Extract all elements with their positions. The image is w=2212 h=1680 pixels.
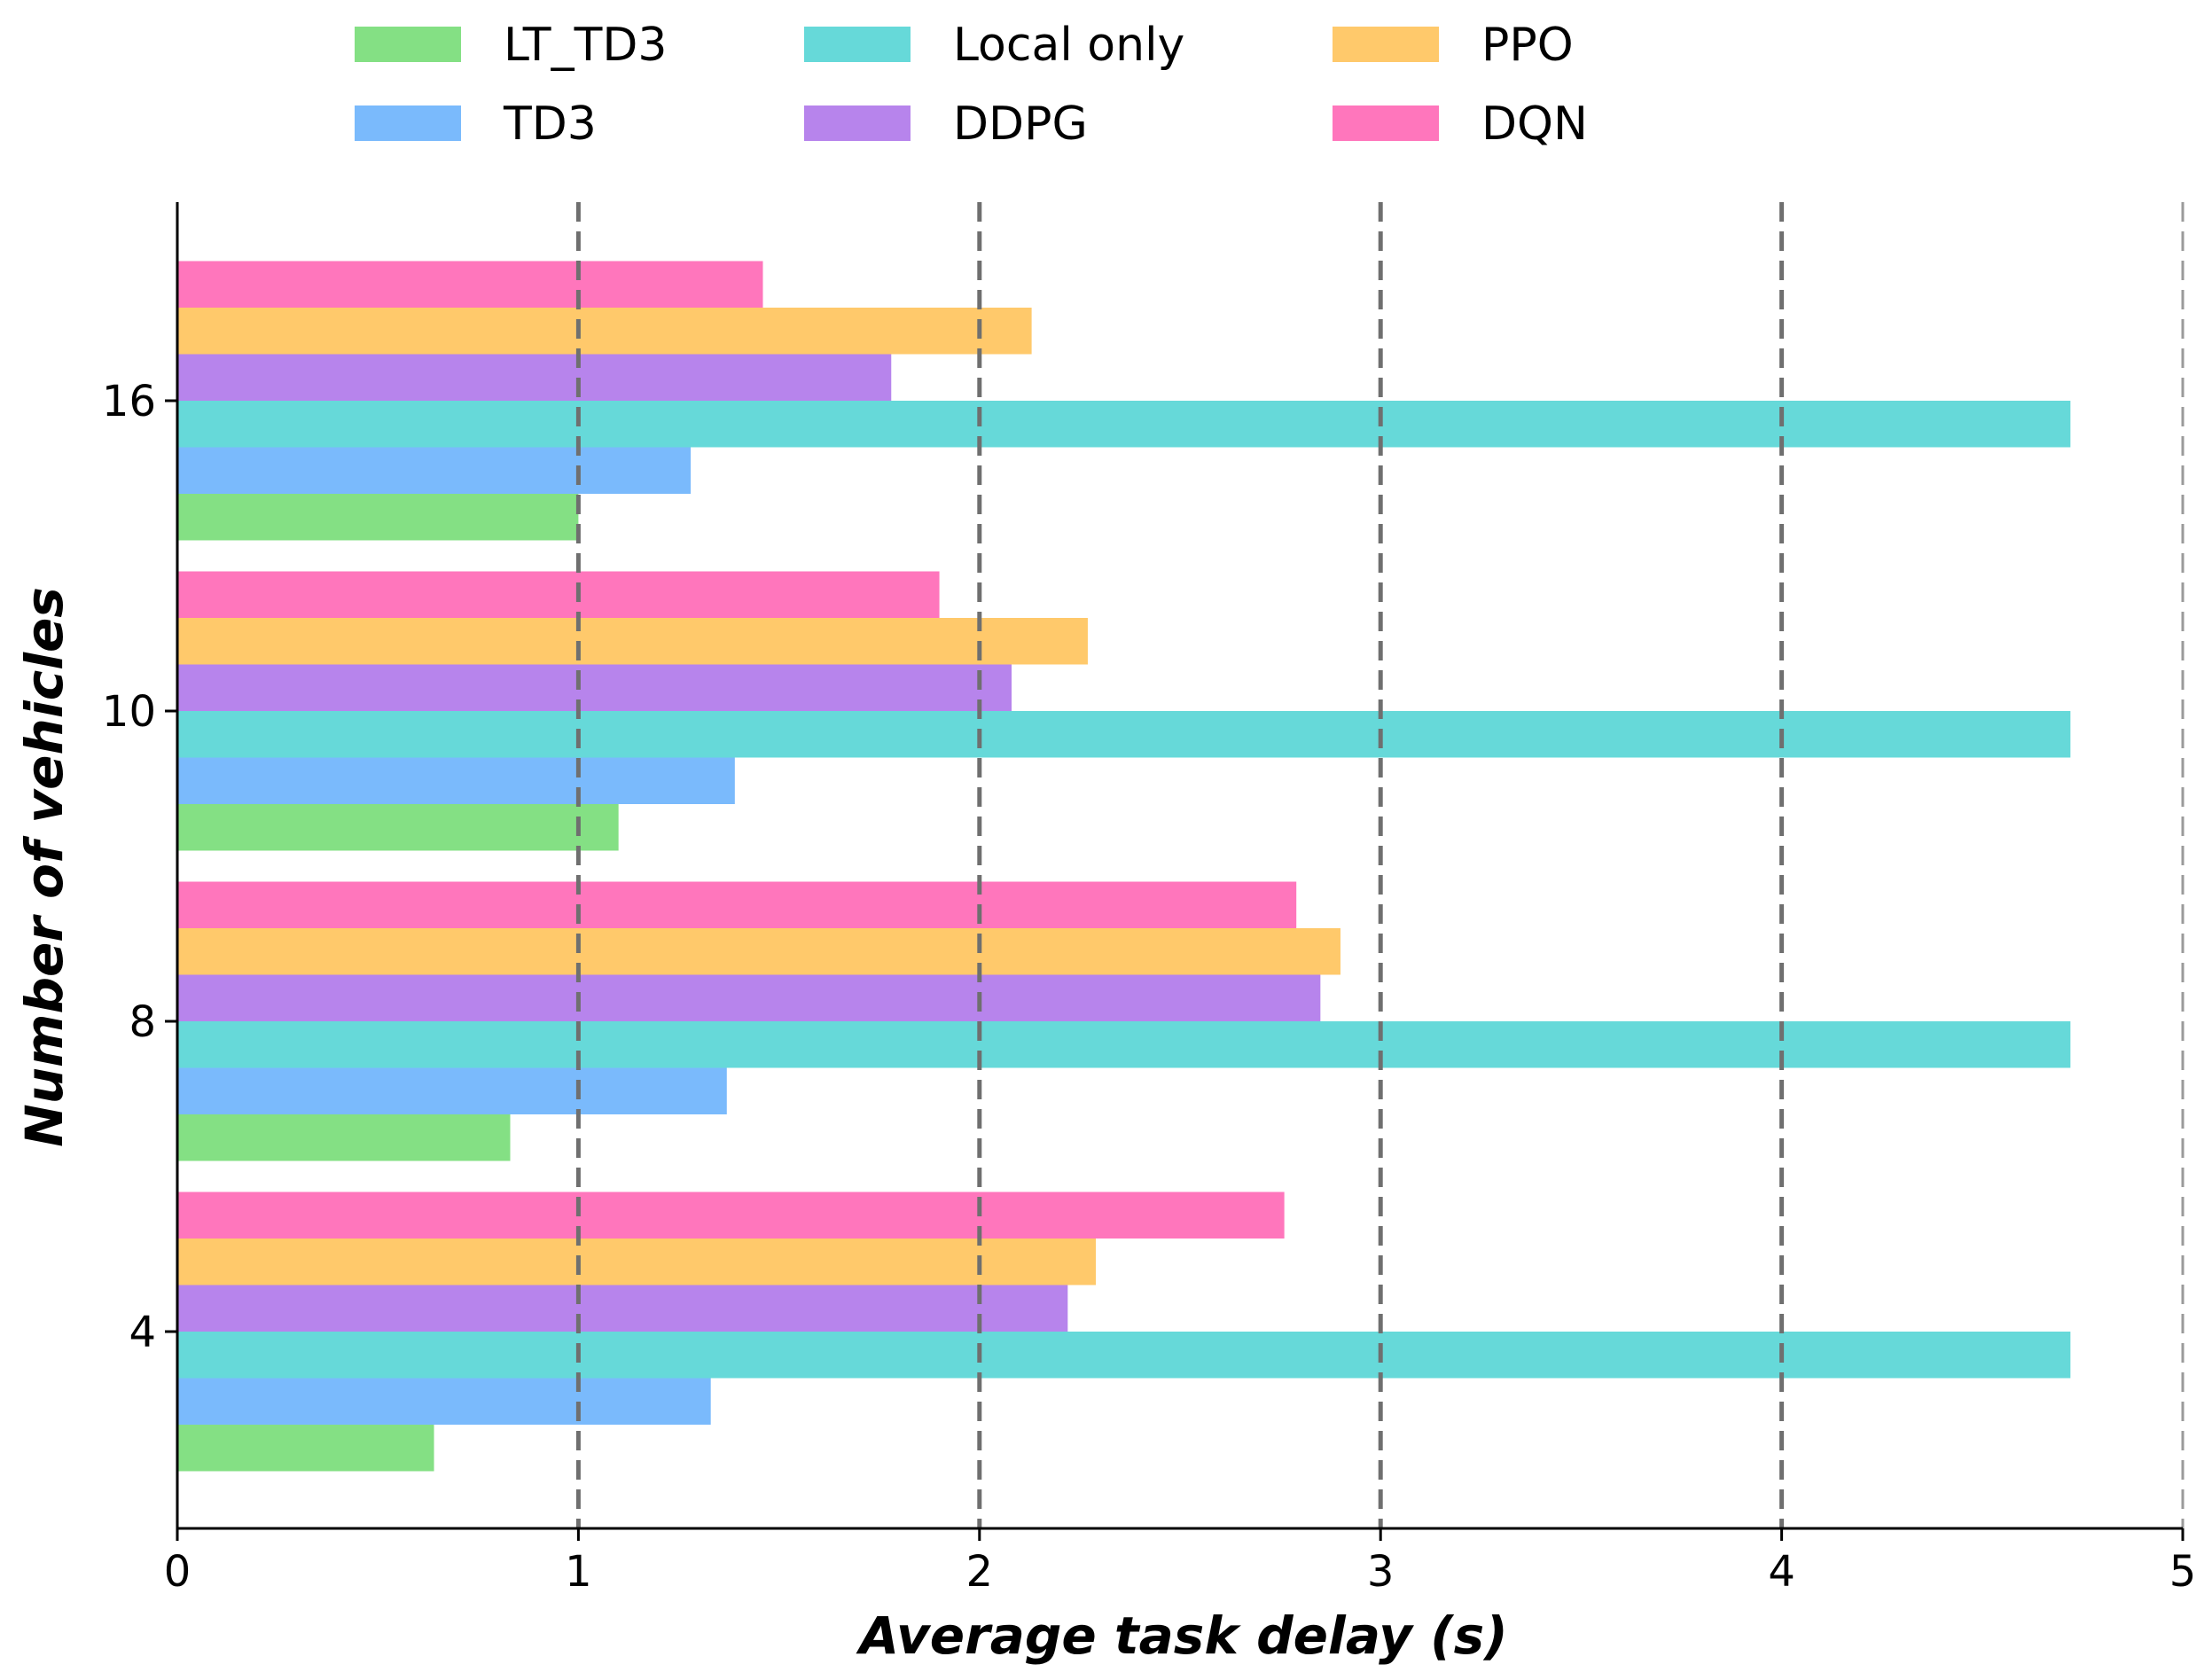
axes — [176, 202, 2183, 1530]
y-tick-label: 16 — [102, 377, 156, 426]
bar-ppo-10 — [177, 618, 1088, 665]
legend-swatch — [804, 27, 911, 62]
bar-ddpg-4 — [177, 1285, 1068, 1332]
bar-td3-4 — [177, 1378, 711, 1425]
legend-swatch — [1333, 105, 1439, 141]
y-tick-label: 4 — [129, 1308, 156, 1357]
y-axis-label: Number of vehicles — [14, 587, 74, 1147]
y-tick-label: 10 — [102, 687, 156, 737]
legend-label: TD3 — [503, 98, 597, 151]
bar-ddpg-10 — [177, 664, 1012, 711]
bar-ddpg-8 — [177, 974, 1321, 1021]
bar-lt-td3-16 — [177, 494, 579, 541]
x-tick-label: 2 — [966, 1547, 994, 1597]
bar-dqn-4 — [177, 1192, 1285, 1239]
legend-label: Local only — [953, 19, 1184, 72]
legend-label: DQN — [1481, 98, 1588, 151]
bars — [177, 261, 2071, 1472]
bar-lt-td3-10 — [177, 804, 619, 851]
x-axis-label: Average task delay (s) — [856, 1606, 1507, 1666]
bar-ppo-4 — [177, 1239, 1096, 1285]
x-tick-label: 3 — [1367, 1547, 1395, 1597]
legend-swatch — [804, 105, 911, 141]
legend-swatch — [355, 105, 461, 141]
legend-label: LT_TD3 — [504, 19, 667, 72]
legend-swatch — [1333, 27, 1439, 62]
x-tick-label: 5 — [2169, 1547, 2197, 1597]
bar-local-only-10 — [177, 711, 2071, 758]
bar-td3-16 — [177, 447, 692, 494]
bar-lt-td3-4 — [177, 1425, 434, 1472]
legend-label: PPO — [1481, 19, 1574, 72]
legend-label: DDPG — [953, 98, 1088, 151]
bar-lt-td3-8 — [177, 1114, 511, 1161]
x-ticks: 0 1 2 3 4 5 — [164, 1528, 2197, 1597]
bar-ddpg-16 — [177, 354, 892, 401]
bar-ppo-8 — [177, 928, 1340, 975]
y-tick-label: 8 — [129, 997, 156, 1047]
bar-dqn-8 — [177, 881, 1297, 928]
x-tick-label: 1 — [565, 1547, 592, 1597]
bar-local-only-4 — [177, 1332, 2071, 1379]
legend: LT_TD3 TD3 Local only DDPG PPO DQN — [355, 19, 1588, 151]
bar-ppo-16 — [177, 308, 1032, 355]
legend-swatch — [355, 27, 461, 62]
bar-dqn-10 — [177, 571, 940, 618]
x-tick-label: 0 — [164, 1547, 191, 1597]
bar-td3-10 — [177, 757, 735, 804]
bar-td3-8 — [177, 1067, 727, 1114]
bar-dqn-16 — [177, 261, 763, 308]
bar-local-only-16 — [177, 401, 2071, 448]
y-ticks: 4 8 10 16 — [102, 377, 177, 1357]
gridlines — [575, 202, 2185, 1528]
x-tick-label: 4 — [1768, 1547, 1795, 1597]
bar-local-only-8 — [177, 1021, 2071, 1068]
